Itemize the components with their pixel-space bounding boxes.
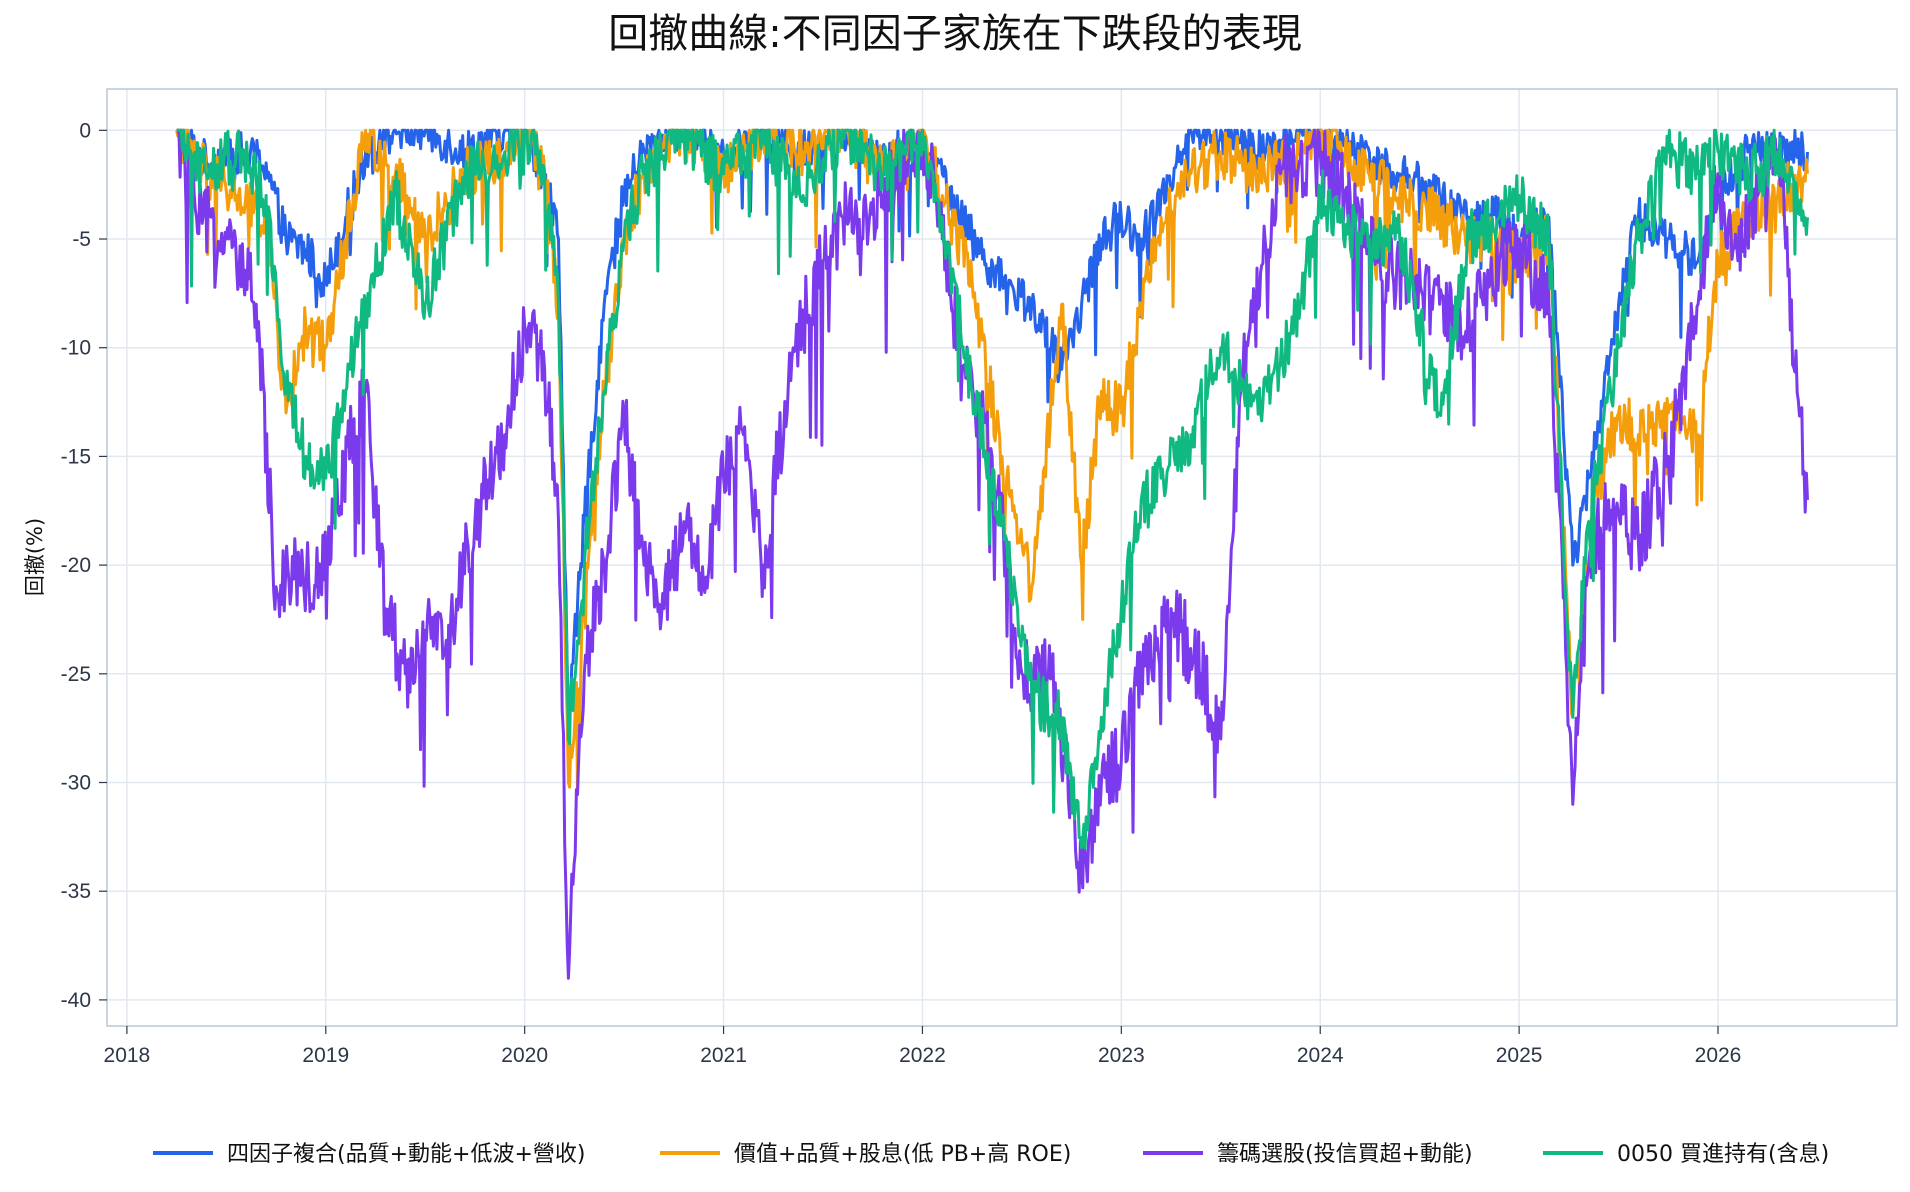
y-tick-label: -25 <box>61 663 91 686</box>
y-tick-label: -5 <box>72 228 91 251</box>
legend-label: 價值+品質+股息(低 PB+高 ROE) <box>734 1142 1071 1167</box>
x-axis-ticks: 2018 2019 2020 2021 2022 2023 2024 2025 2026 <box>104 1026 1742 1067</box>
x-tick-label: 2025 <box>1496 1044 1543 1067</box>
y-tick-label: -40 <box>61 989 91 1012</box>
x-tick-label: 2019 <box>302 1044 349 1067</box>
y-axis-label: 回撤(%) <box>23 518 47 596</box>
y-tick-label: 0 <box>79 119 91 142</box>
y-tick-label: -15 <box>61 445 91 468</box>
x-tick-label: 2023 <box>1098 1044 1145 1067</box>
x-tick-label: 2022 <box>899 1044 946 1067</box>
y-axis-ticks: 0 -5 -10 -15 -20 -25 -30 -35 -40 <box>61 119 107 1012</box>
x-tick-label: 2020 <box>501 1044 548 1067</box>
legend: 四因子複合(品質+動能+低波+營收) 價值+品質+股息(低 PB+高 ROE) 籌碼… <box>153 1142 1829 1167</box>
y-tick-label: -35 <box>61 880 91 903</box>
gridlines <box>107 89 1897 1026</box>
series-line-2 <box>175 128 1809 797</box>
y-tick-label: -30 <box>61 772 91 795</box>
legend-label: 0050 買進持有(含息) <box>1617 1142 1829 1167</box>
legend-label: 四因子複合(品質+動能+低波+營收) <box>227 1142 585 1167</box>
legend-label: 籌碼選股(投信買超+動能) <box>1217 1142 1473 1167</box>
series-line-4 <box>176 128 1809 850</box>
y-tick-label: -20 <box>61 554 91 577</box>
chart-title: 回撤曲線:不同因子家族在下跌段的表現 <box>608 11 1301 57</box>
series-layer <box>175 128 1809 980</box>
y-tick-label: -10 <box>61 337 91 360</box>
x-tick-label: 2018 <box>104 1044 151 1067</box>
plot-frame <box>106 88 1898 1027</box>
x-tick-label: 2024 <box>1297 1044 1344 1067</box>
x-tick-label: 2026 <box>1695 1044 1742 1067</box>
x-tick-label: 2021 <box>700 1044 747 1067</box>
